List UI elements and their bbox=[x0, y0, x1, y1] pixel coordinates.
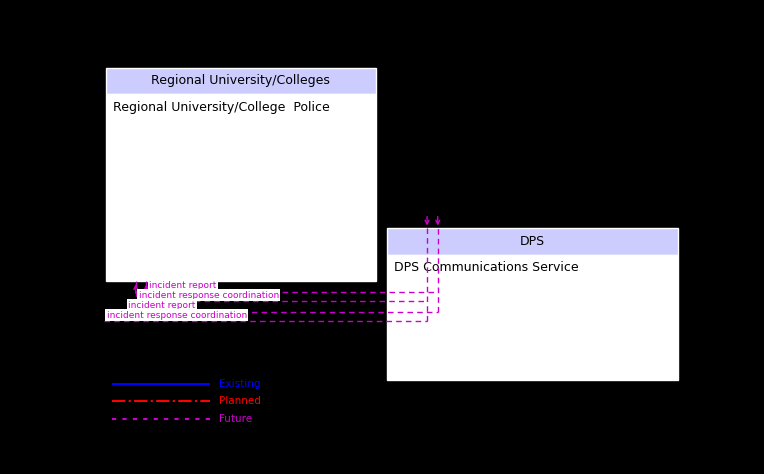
Bar bbox=[387, 255, 678, 380]
Text: Regional University/College  Police: Regional University/College Police bbox=[113, 100, 330, 114]
Text: incident response coordination: incident response coordination bbox=[107, 310, 247, 319]
Text: incident report: incident report bbox=[150, 281, 217, 290]
Text: Existing: Existing bbox=[219, 379, 261, 389]
Text: incident report: incident report bbox=[128, 301, 196, 310]
Text: DPS Communications Service: DPS Communications Service bbox=[394, 261, 578, 274]
Bar bbox=[106, 94, 376, 282]
Text: Regional University/Colleges: Regional University/Colleges bbox=[151, 74, 330, 88]
Text: DPS: DPS bbox=[520, 235, 545, 248]
Text: Planned: Planned bbox=[219, 396, 261, 406]
Bar bbox=[387, 228, 678, 255]
Text: incident response coordination: incident response coordination bbox=[139, 291, 279, 300]
Bar bbox=[106, 68, 376, 94]
Text: Future: Future bbox=[219, 414, 252, 424]
